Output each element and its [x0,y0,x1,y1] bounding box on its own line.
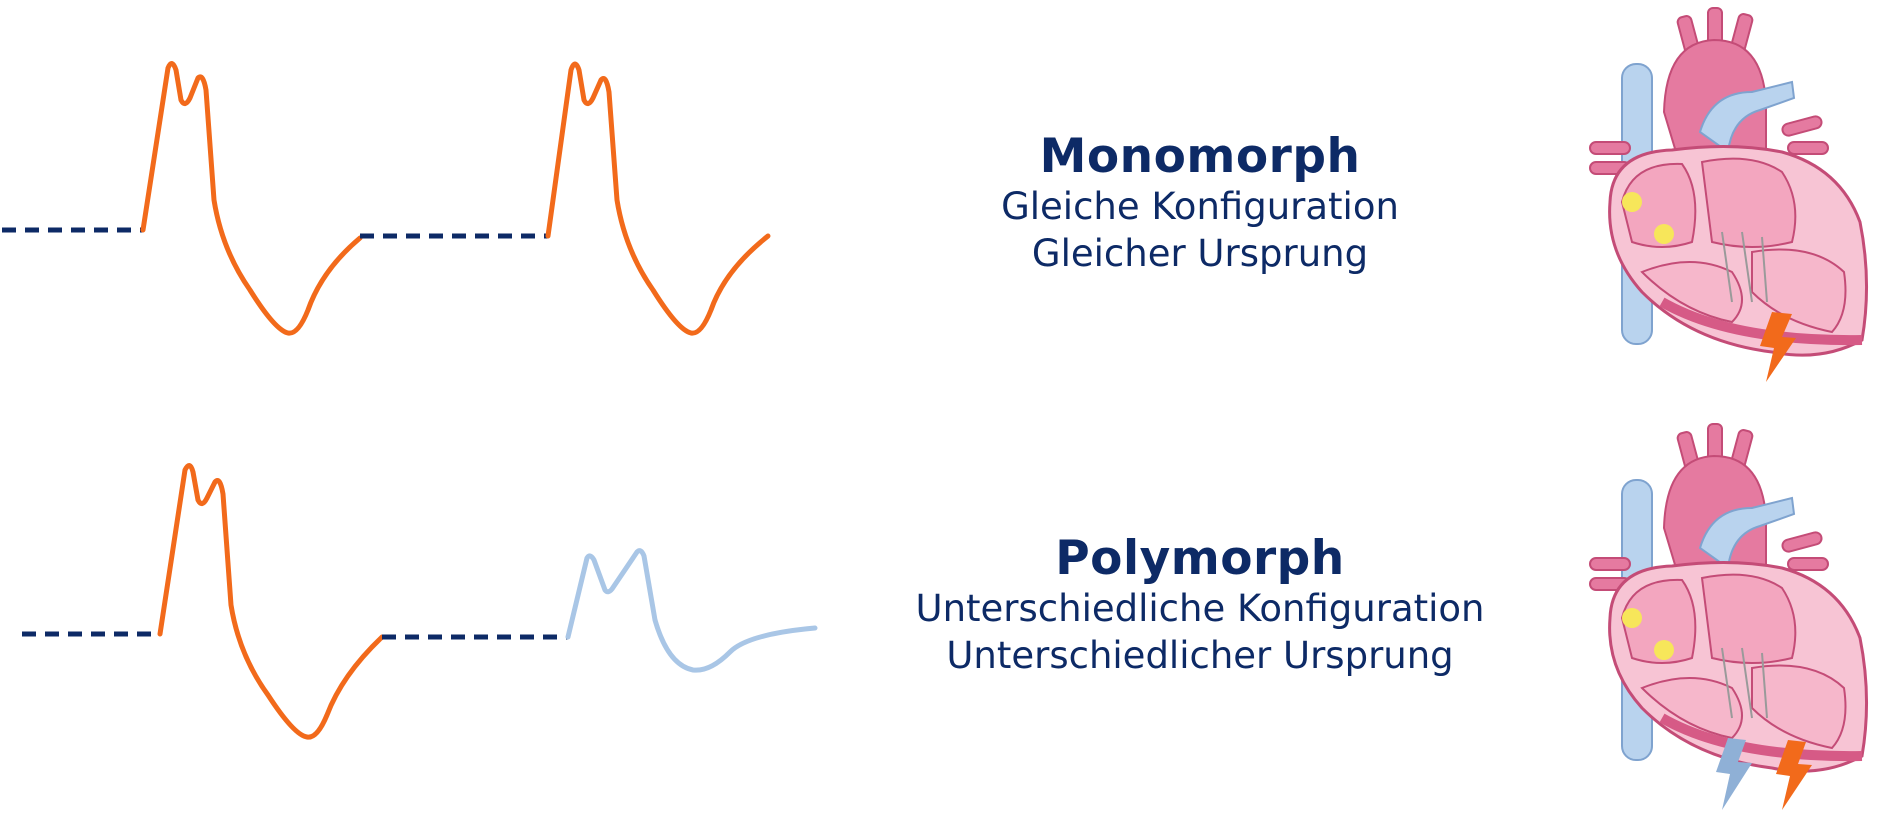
monomorph-title: Monomorph [1039,129,1361,184]
monomorph-caption: Monomorph Gleiche Konfiguration Gleicher… [900,129,1500,277]
ecg-traces [2,61,818,740]
polymorph-complex-2 [565,548,818,673]
lightning-orange-icon [1760,312,1796,382]
polymorph-line-1: Unterschiedliche Konfiguration [915,587,1485,631]
polymorph-complex-1 [157,463,385,740]
polymorph-ecg [22,463,818,740]
polymorph-line-2: Unterschiedlicher Ursprung [946,633,1454,677]
heart-icon [1589,7,1869,382]
monomorph-complex-1 [140,61,363,336]
monomorph-ecg [2,61,771,336]
polymorph-caption: Polymorph Unterschiedliche Konfiguration… [860,531,1540,679]
lightning-orange-icon [1776,740,1812,810]
heart-polymorph-illustration [1589,423,1869,810]
lightning-blue-icon [1716,738,1752,810]
polymorph-title: Polymorph [1055,531,1345,586]
heart-icon [1589,423,1869,810]
monomorph-line-2: Gleicher Ursprung [1031,231,1369,275]
heart-monomorph-illustration [1589,7,1869,382]
monomorph-complex-2 [545,61,771,336]
monomorph-line-1: Gleiche Konfiguration [1001,185,1399,229]
